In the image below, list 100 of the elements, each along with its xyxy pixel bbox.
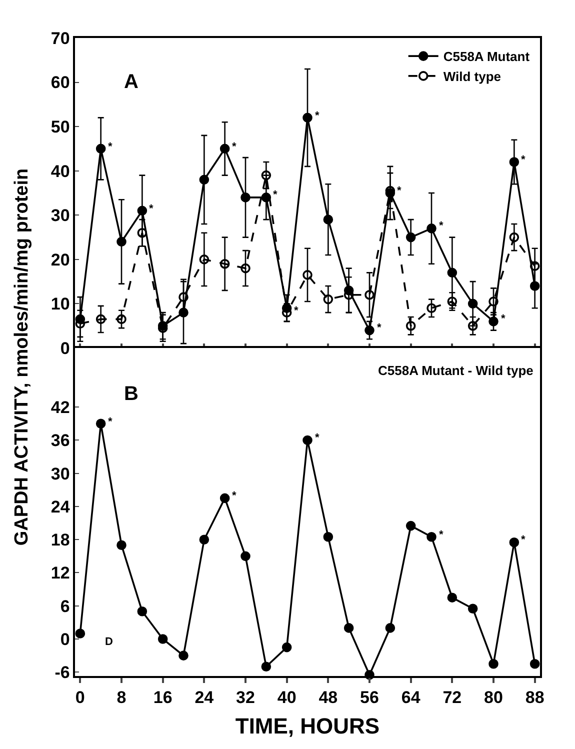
x-tick-label: 0 (75, 688, 85, 708)
point (261, 662, 272, 672)
point (282, 642, 292, 652)
y-tick-label: 60 (50, 73, 70, 92)
annotation: * (232, 141, 237, 153)
y-tick-label: 36 (50, 431, 70, 450)
point (364, 325, 374, 336)
point (261, 170, 272, 180)
y-tick-label: 24 (50, 497, 70, 516)
y-tick-label: 12 (50, 564, 70, 583)
point (116, 236, 126, 247)
point (344, 623, 354, 633)
point (426, 303, 436, 314)
point (426, 532, 436, 542)
point (530, 261, 540, 271)
x-tick-label: 88 (525, 688, 544, 708)
y-tick-label: 30 (50, 464, 70, 484)
point (509, 232, 520, 242)
point (96, 144, 106, 154)
point (406, 320, 416, 331)
point (137, 606, 148, 616)
annotation: * (377, 322, 382, 334)
point (116, 314, 126, 324)
annotation: * (294, 305, 299, 317)
x-tick-label: 56 (360, 688, 379, 708)
point (302, 270, 312, 280)
annotation: * (315, 110, 320, 122)
annotation: * (108, 416, 113, 428)
point (75, 628, 86, 638)
x-tick-label: 48 (318, 688, 338, 708)
y-tick-label: 50 (50, 118, 70, 137)
x-tick-label: 8 (116, 688, 126, 708)
annotation: * (521, 154, 526, 166)
point (488, 296, 498, 306)
point (302, 435, 312, 446)
x-tick-label: 32 (236, 688, 255, 708)
annotation: * (521, 534, 526, 546)
point (302, 112, 312, 123)
y-tick-label: 70 (50, 28, 70, 48)
y-tick-label: 18 (50, 530, 70, 550)
point (323, 214, 334, 224)
point (240, 263, 250, 274)
y-axis-title: GAPDH ACTIVITY, nmoles/min/mg protein (12, 168, 34, 546)
point (488, 316, 498, 326)
legend-label: Wild type (443, 69, 502, 84)
annotation: * (149, 203, 154, 215)
point (364, 290, 374, 300)
point (323, 294, 334, 304)
point (96, 418, 106, 429)
point (261, 192, 272, 202)
annotation: D (105, 636, 113, 648)
point (488, 658, 498, 669)
x-tick-label: 64 (401, 688, 421, 708)
point (323, 532, 334, 542)
point (468, 320, 478, 331)
y-tick-label: 30 (50, 206, 70, 226)
legend-label: C558A Mutant (443, 49, 530, 64)
y-tick-label: 0 (60, 630, 70, 649)
point (96, 314, 106, 324)
point (199, 254, 210, 264)
x-axis-title: TIME, HOURS (235, 714, 380, 739)
annotation: * (273, 189, 278, 201)
x-tick-label: 72 (442, 688, 462, 708)
point (220, 258, 230, 269)
point (447, 296, 458, 306)
annotation: * (397, 185, 402, 197)
annotation: A (124, 71, 138, 93)
annotation: * (232, 490, 237, 502)
y-tick-label: 10 (50, 294, 70, 314)
annotation: * (108, 141, 113, 153)
y-tick-label: 0 (60, 338, 70, 358)
x-tick-label: 80 (484, 688, 503, 708)
point (220, 493, 230, 504)
y-tick-label: 42 (50, 398, 70, 418)
annotation: * (315, 432, 320, 444)
y-tick-label: -6 (54, 663, 70, 682)
annotation: * (439, 220, 444, 232)
point (385, 623, 396, 633)
point (406, 232, 416, 242)
point (116, 540, 126, 550)
point (530, 658, 540, 669)
annotation: B (124, 383, 138, 405)
point (178, 292, 188, 302)
point (468, 298, 478, 309)
point (509, 537, 520, 548)
x-tick-label: 16 (153, 688, 172, 708)
annotation: * (501, 313, 506, 325)
point (220, 144, 230, 154)
x-tick-label: 40 (277, 688, 296, 708)
annotation: * (439, 529, 444, 541)
y-tick-label: 40 (50, 162, 70, 181)
point (158, 634, 168, 644)
point (468, 604, 478, 614)
y-tick-label: 20 (50, 250, 70, 270)
point (137, 228, 148, 238)
point (240, 551, 250, 562)
point (199, 534, 210, 545)
x-tick-label: 24 (194, 688, 214, 708)
point (447, 268, 458, 278)
annotation: C558A Mutant - Wild type (378, 363, 534, 378)
